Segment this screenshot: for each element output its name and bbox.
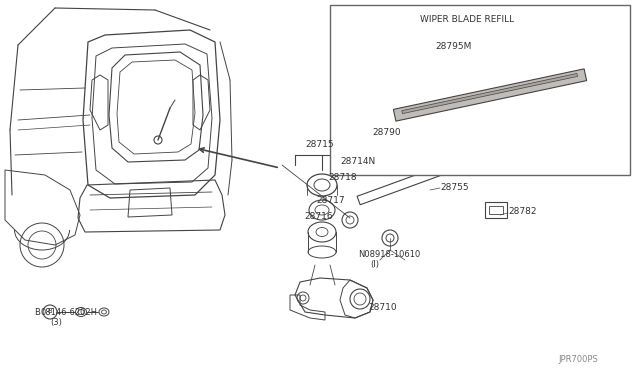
Text: 28716: 28716 [304,212,333,221]
Text: (3): (3) [50,318,62,327]
Text: 28714N: 28714N [340,157,375,166]
Text: 28795M: 28795M [435,42,472,51]
Text: 28782: 28782 [508,207,536,216]
Text: 08146-6202H: 08146-6202H [40,308,97,317]
Polygon shape [350,114,489,161]
Polygon shape [344,109,496,171]
Text: 28717: 28717 [316,196,344,205]
Text: 28715: 28715 [305,140,333,149]
Polygon shape [402,73,577,113]
Text: (I): (I) [370,260,379,269]
Text: 28718: 28718 [328,173,356,182]
Text: 28790: 28790 [372,128,401,137]
Text: 28710: 28710 [368,303,397,312]
Text: 28755: 28755 [440,183,468,192]
Bar [330,5,630,175]
Text: JPR700PS: JPR700PS [558,355,598,364]
Text: B: B [34,308,40,317]
Text: B: B [47,308,52,314]
Polygon shape [394,69,587,121]
Text: N08918-10610: N08918-10610 [358,250,420,259]
Text: WIPER BLADE REFILL: WIPER BLADE REFILL [420,15,514,24]
